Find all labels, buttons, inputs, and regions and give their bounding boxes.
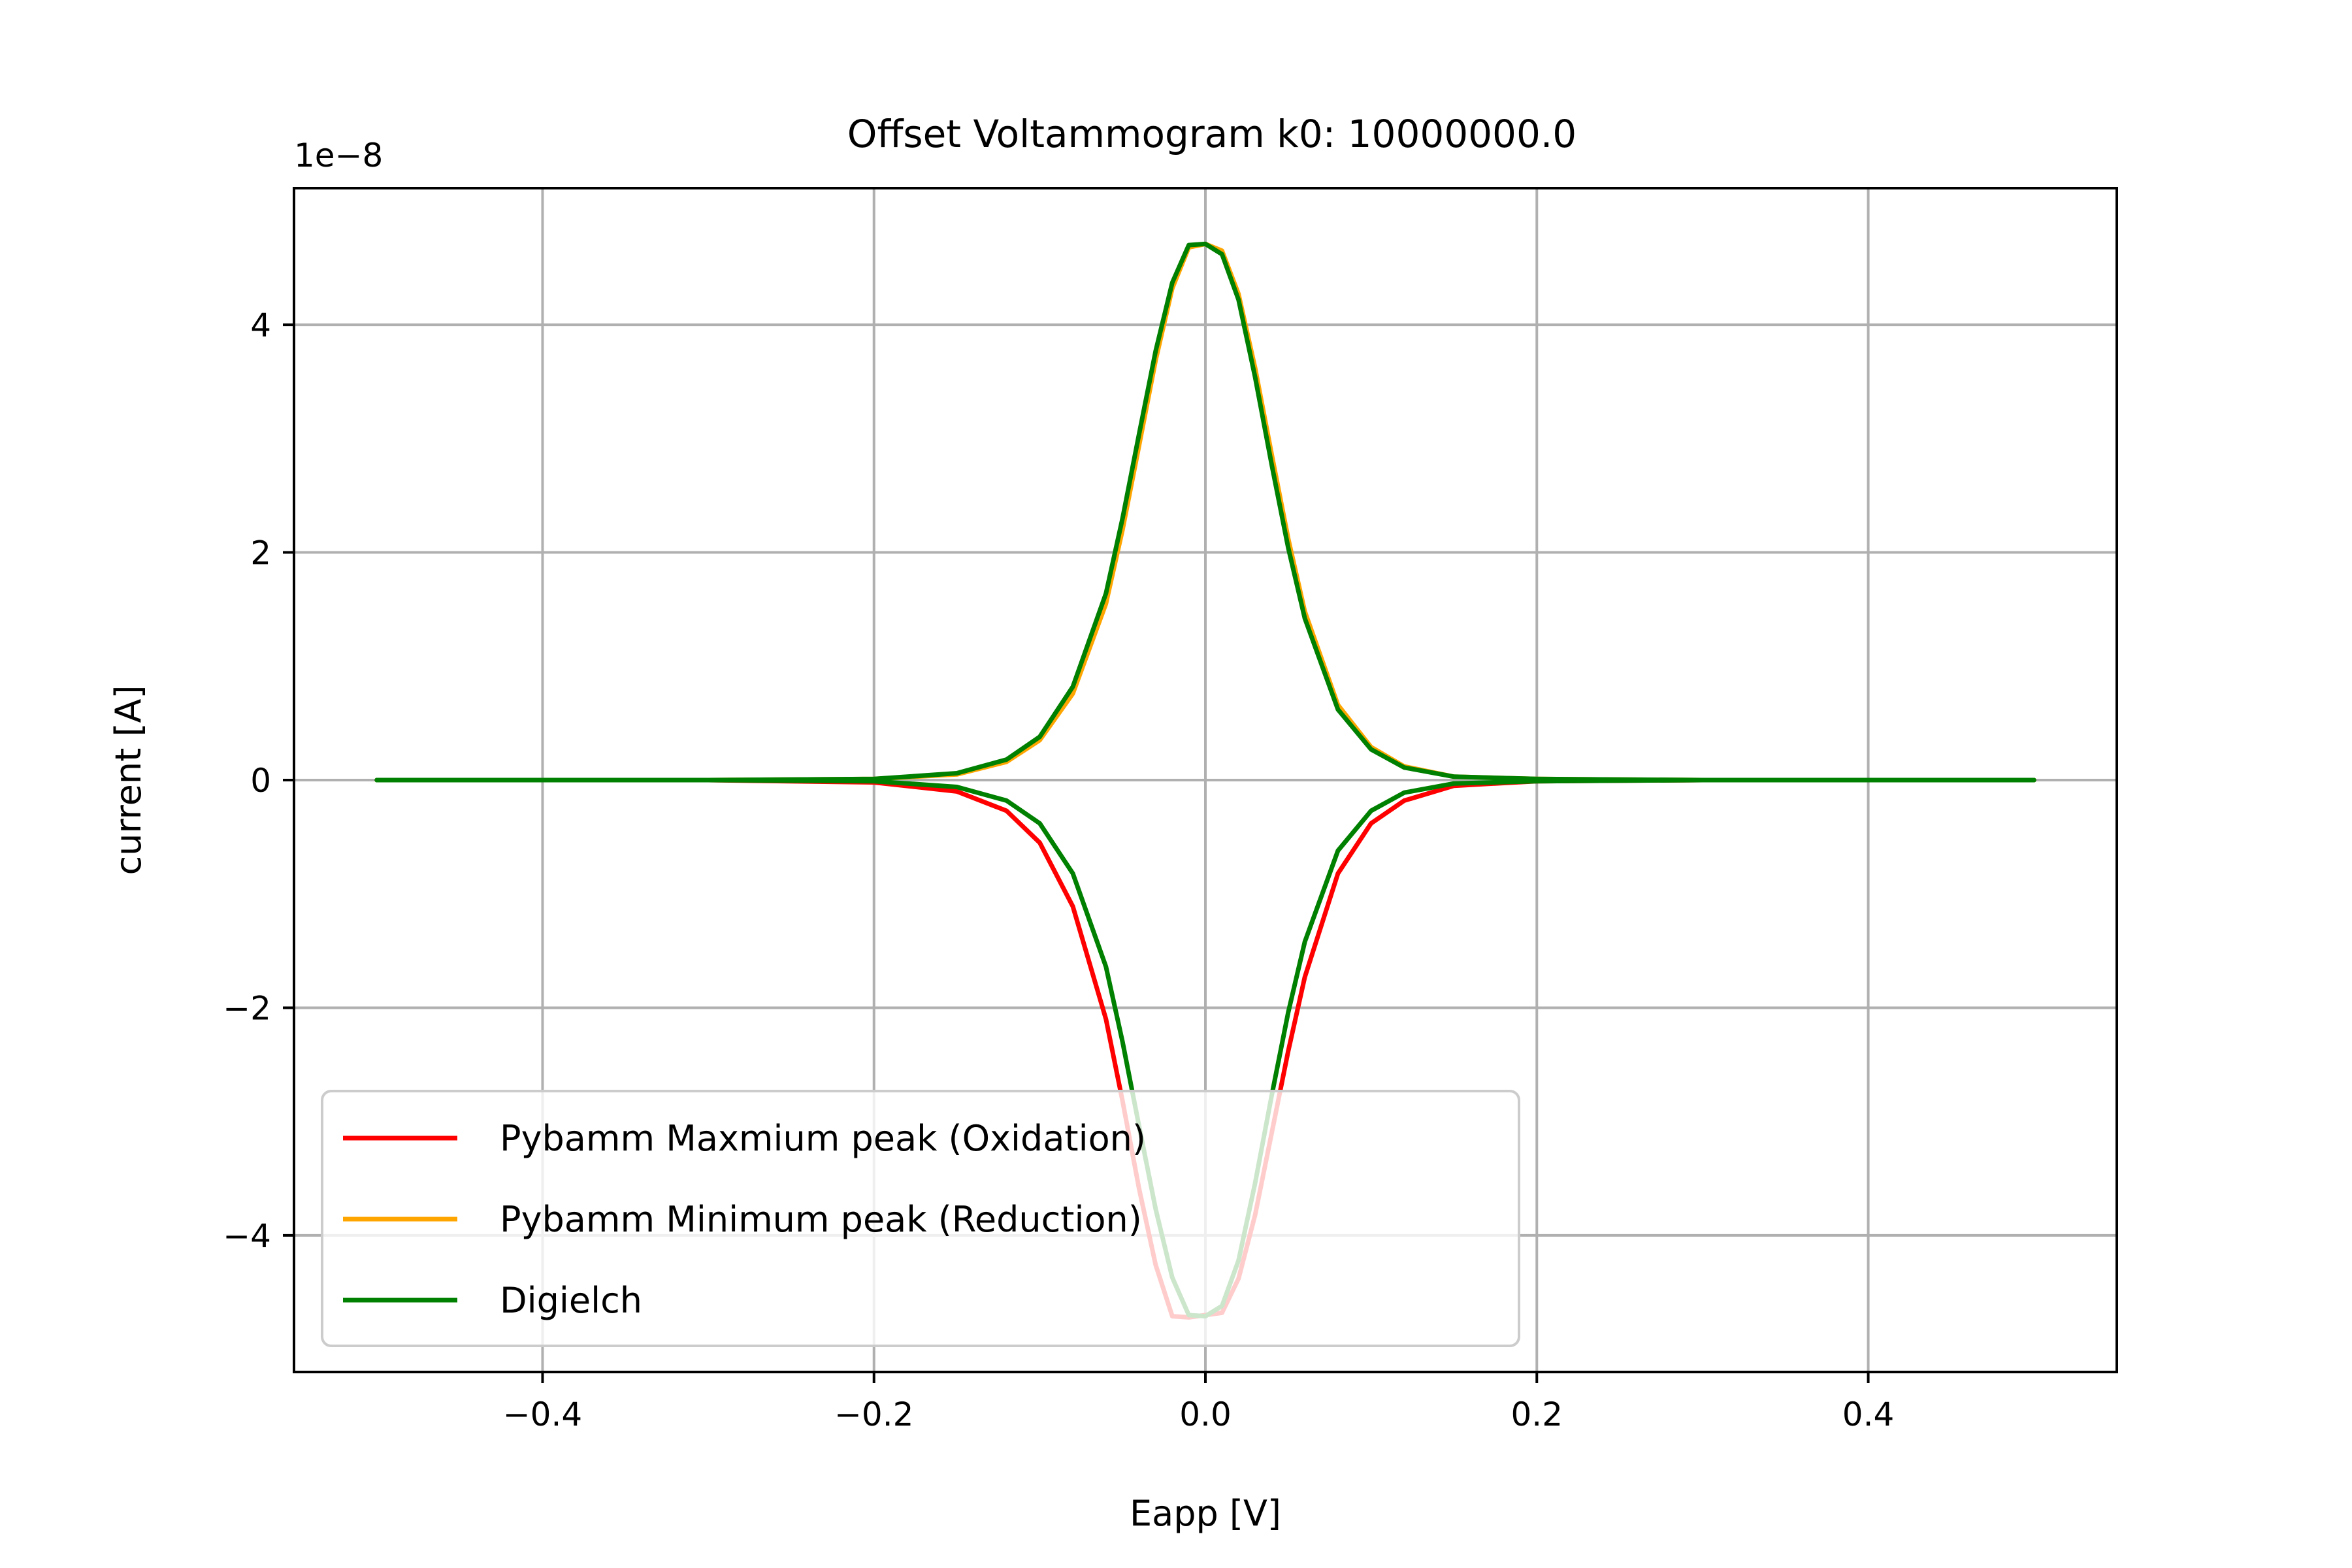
legend-box	[321, 1090, 1520, 1347]
y-tick-label: 4	[250, 306, 271, 344]
x-tick-label: 0.0	[1179, 1396, 1232, 1433]
x-tick-label: −0.2	[834, 1396, 913, 1433]
axis-ticks: −0.4 −0.2 0.0 0.2 0.4 −4 −2 0 2 4	[223, 306, 1894, 1433]
legend-label: Pybamm Maxmium peak (Oxidation)	[500, 1118, 1146, 1159]
x-tick-label: 0.2	[1511, 1396, 1563, 1433]
chart-title: Offset Voltammogram k0: 10000000.0	[847, 112, 1576, 156]
series-line-2	[374, 241, 2036, 783]
x-tick-label: −0.4	[503, 1396, 582, 1433]
y-tick-label: −4	[223, 1217, 271, 1255]
y-axis-scale-label: 1e−8	[294, 137, 383, 174]
x-axis-label: Eapp [V]	[1130, 1493, 1281, 1534]
y-tick-label: 2	[250, 534, 271, 572]
legend: Pybamm Maxmium peak (Oxidation) Pybamm Mi…	[321, 1090, 1520, 1347]
y-tick-label: −2	[223, 989, 271, 1027]
x-tick-label: 0.4	[1842, 1396, 1895, 1433]
y-tick-label: 0	[250, 762, 271, 800]
y-axis-label: current [A]	[108, 685, 149, 875]
legend-label: Pybamm Minimum peak (Reduction)	[500, 1199, 1142, 1240]
legend-label: Digielch	[500, 1280, 642, 1321]
plot-frame	[293, 187, 2118, 1373]
